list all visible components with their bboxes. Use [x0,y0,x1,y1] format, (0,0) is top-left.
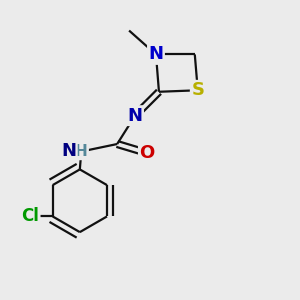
Text: S: S [191,81,204,99]
Text: N: N [148,45,164,63]
Text: N: N [61,142,76,160]
Text: O: O [140,144,154,162]
Text: N: N [128,107,142,125]
Text: Cl: Cl [21,207,39,225]
Text: H: H [75,144,88,159]
